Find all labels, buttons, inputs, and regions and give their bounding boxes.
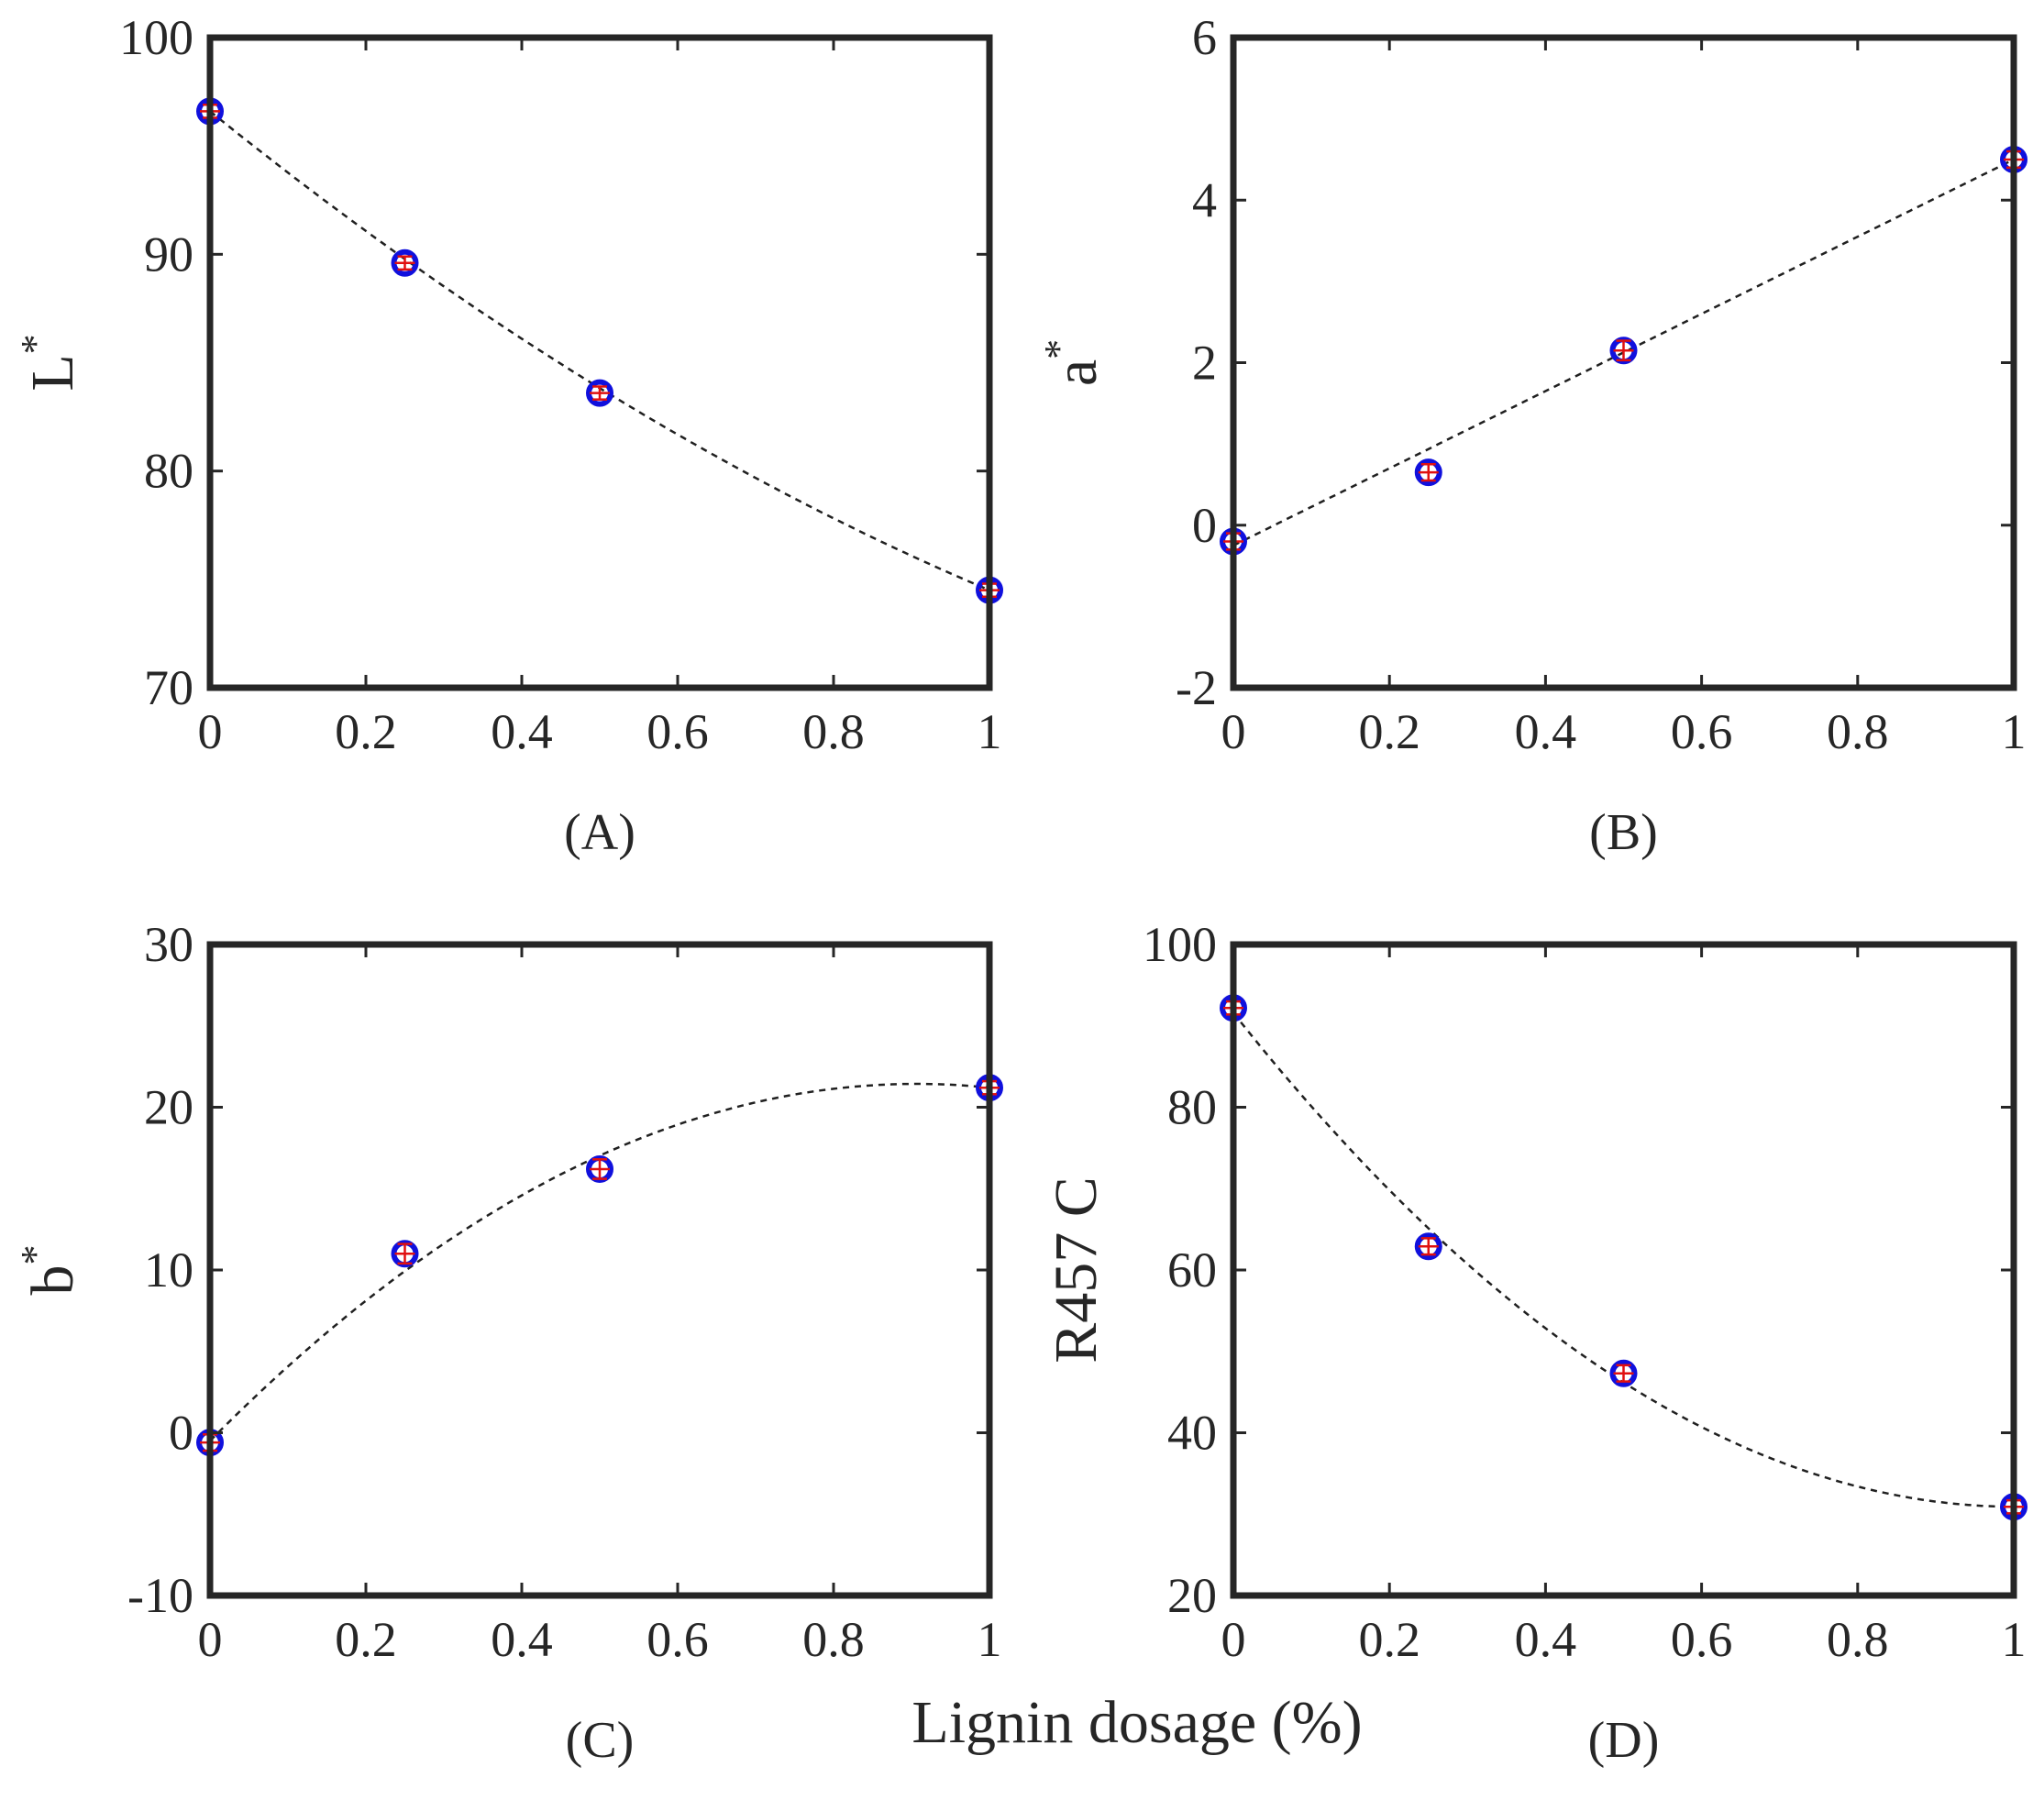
x-tick-label: 0.2 xyxy=(1358,704,1420,759)
y-axis-label: b* xyxy=(13,1245,86,1296)
data-marker xyxy=(391,1240,419,1268)
x-tick-label: 0.4 xyxy=(491,704,553,759)
data-marker xyxy=(586,379,613,407)
data-marker xyxy=(586,1154,613,1183)
x-tick-label: 0.2 xyxy=(1358,1612,1420,1667)
data-marker xyxy=(1414,458,1442,487)
axes-box xyxy=(1230,941,2017,1599)
error-bar xyxy=(394,1242,415,1265)
data-marker xyxy=(391,248,419,277)
data-point xyxy=(586,379,613,407)
y-axis-label: R457 C xyxy=(1043,1176,1110,1364)
error-bar xyxy=(1418,463,1439,482)
y-axis-label-main: R457 C xyxy=(1043,1176,1110,1364)
y-axis-label-main: a xyxy=(1043,359,1110,386)
error-bar xyxy=(1418,1237,1439,1256)
x-tick-label: 1 xyxy=(978,1612,1002,1667)
x-tick-label: 0 xyxy=(1221,704,1246,759)
x-tick-label: 0.6 xyxy=(1671,704,1733,759)
y-tick-label: 60 xyxy=(1167,1242,1217,1298)
y-axis-label-superscript: * xyxy=(1036,339,1081,359)
common-x-axis-label: Lignin dosage (%) xyxy=(912,1689,1362,1756)
x-tick-label: 1 xyxy=(2002,1612,2027,1667)
y-tick-label: 100 xyxy=(119,10,193,65)
y-axis-label: a* xyxy=(1036,339,1110,386)
panel-label: (C) xyxy=(566,1712,635,1769)
data-point xyxy=(391,248,419,277)
y-tick-label: 40 xyxy=(1167,1406,1217,1461)
y-tick-label: 6 xyxy=(1192,10,1217,65)
y-axis-label-main: L xyxy=(19,354,86,391)
y-axis-label-main: b xyxy=(19,1265,86,1296)
x-tick-label: 0.4 xyxy=(1515,704,1577,759)
y-tick-label: 0 xyxy=(1192,498,1217,553)
y-tick-label: 20 xyxy=(144,1080,193,1135)
y-tick-label: 80 xyxy=(1167,1080,1217,1135)
error-bar xyxy=(590,385,610,401)
error-bar xyxy=(1613,1364,1634,1383)
fit-curve xyxy=(1232,1011,2015,1508)
panel-label: (D) xyxy=(1588,1712,1660,1769)
x-tick-label: 0.4 xyxy=(491,1612,553,1667)
fit-curve xyxy=(209,110,990,591)
data-point xyxy=(586,1154,613,1183)
error-bar xyxy=(590,1158,610,1180)
y-tick-label: 20 xyxy=(1167,1568,1217,1623)
y-tick-label: 10 xyxy=(144,1242,193,1298)
x-tick-label: 0.4 xyxy=(1515,1612,1577,1667)
data-point xyxy=(1609,1359,1638,1387)
data-marker xyxy=(1414,1232,1442,1261)
y-tick-label: 2 xyxy=(1192,336,1217,391)
y-tick-label: 80 xyxy=(144,444,193,499)
y-axis-label: L* xyxy=(13,334,86,391)
y-tick-label: 30 xyxy=(144,917,193,972)
x-tick-label: 0.2 xyxy=(335,704,397,759)
data-point xyxy=(1609,337,1638,365)
x-tick-label: 0.2 xyxy=(335,1612,397,1667)
y-tick-label: 4 xyxy=(1192,172,1217,227)
x-tick-label: 0.6 xyxy=(646,1612,709,1667)
data-marker xyxy=(1609,337,1638,365)
y-tick-label: 100 xyxy=(1143,917,1217,972)
x-tick-label: 1 xyxy=(978,704,1002,759)
axes-box xyxy=(206,941,993,1599)
y-tick-label: 90 xyxy=(144,226,193,282)
x-tick-label: 0 xyxy=(198,1612,223,1667)
axes-box xyxy=(206,34,993,691)
x-tick-label: 0 xyxy=(198,704,223,759)
x-tick-label: 0.6 xyxy=(646,704,709,759)
x-tick-label: 0.8 xyxy=(802,1612,865,1667)
x-tick-label: 0 xyxy=(1221,1612,1246,1667)
y-tick-label: 70 xyxy=(144,660,193,715)
error-bar xyxy=(394,255,415,271)
y-axis-label-superscript: * xyxy=(13,1245,58,1265)
x-tick-label: 0.8 xyxy=(802,704,865,759)
panel-a: 0 0.2 0.4 0.6 0.8 1 70 80 90 100 L* (A) xyxy=(13,10,1003,861)
data-marker xyxy=(1609,1359,1638,1387)
x-tick-label: 0.6 xyxy=(1671,1612,1733,1667)
panel-d: 0 0.2 0.4 0.6 0.8 1 20 40 60 80 100 R457 C (D) xyxy=(1043,917,2027,1769)
fit-curve xyxy=(209,1082,990,1442)
y-tick-label: -10 xyxy=(127,1568,193,1623)
x-tick-label: 0.8 xyxy=(1827,1612,1889,1667)
x-tick-label: 0.8 xyxy=(1827,704,1889,759)
y-axis-label-superscript: * xyxy=(13,334,58,354)
error-bar xyxy=(1613,339,1634,362)
panel-label: (A) xyxy=(564,804,635,861)
data-point xyxy=(1414,458,1442,487)
panel-label: (B) xyxy=(1589,804,1658,861)
y-tick-label: 0 xyxy=(169,1406,193,1461)
y-tick-label: -2 xyxy=(1176,660,1217,715)
x-tick-label: 1 xyxy=(2002,704,2027,759)
data-point xyxy=(1414,1232,1442,1261)
data-point xyxy=(391,1240,419,1268)
